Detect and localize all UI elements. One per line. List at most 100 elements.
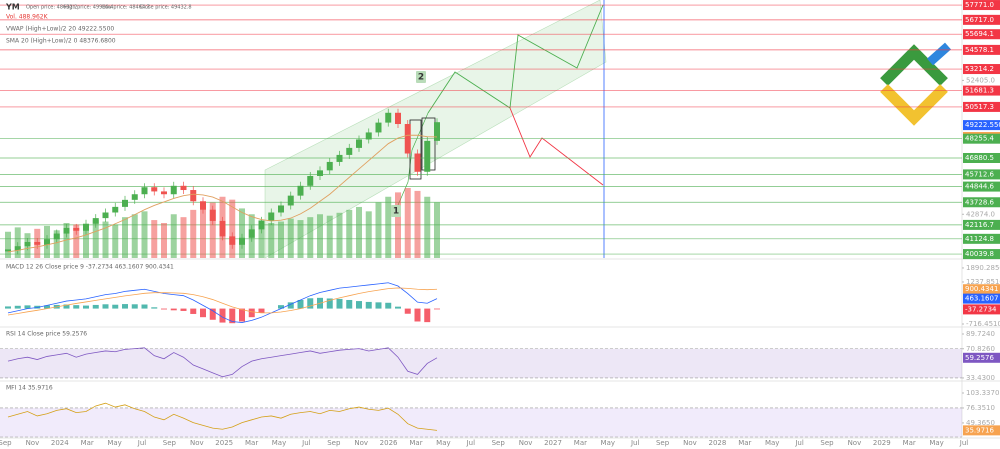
volume-bar [404, 188, 411, 258]
x-tick-label: Sep [0, 439, 12, 447]
histogram-bar [307, 298, 314, 309]
candle [122, 199, 128, 207]
price-tag-label: 53214.2 [965, 65, 994, 73]
histogram-bar [131, 304, 138, 309]
volume-bar [53, 230, 60, 258]
price-tag-label: 57771.0 [965, 1, 994, 9]
candle [209, 209, 216, 221]
price-tag [963, 304, 1000, 315]
histogram-bar [395, 306, 401, 309]
x-tick-label: Sep [163, 439, 177, 447]
x-tick-label: Sep [820, 439, 834, 447]
volume-text: Vol. 488.962K [6, 14, 49, 21]
x-tick-label: 2024 [51, 439, 69, 447]
y-tick-label: 1237.8510 [966, 278, 1000, 286]
candle [326, 161, 333, 171]
candle [424, 140, 431, 172]
volume-bar [395, 192, 401, 258]
candle [395, 112, 401, 125]
x-tick-label: 2026 [380, 439, 398, 447]
candle [73, 227, 80, 231]
price-tag-label: 59.2576 [965, 354, 994, 362]
histogram-bar [219, 308, 226, 323]
indicator-line [7, 402, 438, 431]
annotation: 1 [393, 207, 399, 217]
candle [53, 233, 60, 240]
volume-bar [151, 220, 158, 258]
y-tick-label: 76.3510 [966, 404, 995, 412]
x-tick-label: Mar [245, 439, 258, 447]
volume-bar [346, 209, 353, 258]
candle [5, 249, 11, 252]
x-tick-label: May [107, 439, 121, 447]
candle [14, 246, 21, 251]
indicator-line [7, 347, 438, 378]
x-tick-label: Mar [409, 439, 422, 447]
volume-bar [239, 208, 245, 258]
x-tick-label: May [272, 439, 286, 447]
y-tick-label: 70.8260 [966, 345, 995, 353]
candle [219, 220, 226, 237]
price-tag [963, 293, 1000, 304]
x-tick-label: Mar [574, 439, 587, 447]
price-tag [963, 169, 1000, 180]
ohlc-text: Low price: 48464.7 [102, 5, 150, 11]
candle [404, 124, 411, 154]
candle [307, 175, 314, 186]
x-tick-label: Nov [354, 439, 368, 447]
candle [258, 220, 265, 230]
candle [317, 170, 323, 176]
x-tick-label: Jul [794, 439, 804, 447]
x-tick-label: Mar [81, 439, 94, 447]
logo [927, 42, 951, 66]
histogram-bar [278, 305, 284, 309]
x-tick-label: Sep [492, 439, 506, 447]
volume-bar [200, 205, 206, 258]
volume-bar [434, 202, 440, 258]
price-tag-label: 40039.8 [965, 250, 994, 258]
histogram-bar [200, 308, 206, 318]
x-tick-label: Nov [26, 439, 40, 447]
histogram-bar [73, 305, 80, 309]
y-tick-label: 49.3650 [966, 419, 995, 427]
ohlc-text: Close price: 49432.8 [140, 5, 192, 11]
volume-bar [209, 202, 216, 258]
histogram-bar [404, 308, 411, 314]
sma-text: SMA 20 (High+Low)/2 0 48376.6800 [6, 38, 116, 45]
histogram-bar [180, 308, 187, 311]
x-tick-label: Mar [738, 439, 751, 447]
volume-bar [268, 223, 275, 258]
x-tick-label: May [765, 439, 779, 447]
volume-bar [297, 220, 304, 258]
price-tag [963, 352, 1000, 363]
x-tick-label: Jul [630, 439, 640, 447]
volume-bar [63, 223, 70, 258]
histogram-bar [229, 308, 236, 324]
candle [434, 122, 440, 141]
candle [385, 112, 392, 123]
histogram-bar [5, 306, 11, 309]
candle [414, 153, 421, 172]
volume-bar [375, 202, 382, 258]
y-tick-label: 103.3370 [966, 389, 999, 397]
candle [92, 218, 99, 224]
volume-bar [73, 224, 80, 258]
x-tick-label: Nov [848, 439, 862, 447]
volume-bar [92, 220, 99, 258]
band [0, 407, 962, 437]
histogram-bar [209, 308, 216, 320]
price-tag [963, 233, 1000, 244]
volume-bar [336, 212, 343, 258]
price-tag-label: 48255.4 [965, 135, 994, 143]
price-tag-label: 900.4341 [965, 285, 998, 293]
price-tag-label: 49222.5500 [965, 121, 1000, 129]
volume-bar [180, 217, 187, 258]
x-tick-label: May [929, 439, 943, 447]
histogram-bar [190, 308, 197, 314]
x-tick-label: Sep [327, 439, 341, 447]
volume-bar [122, 217, 128, 258]
histogram-bar [424, 308, 431, 323]
y-tick-label: -716.4510 [966, 320, 1000, 328]
candle [112, 206, 119, 213]
histogram-bar [151, 307, 158, 309]
